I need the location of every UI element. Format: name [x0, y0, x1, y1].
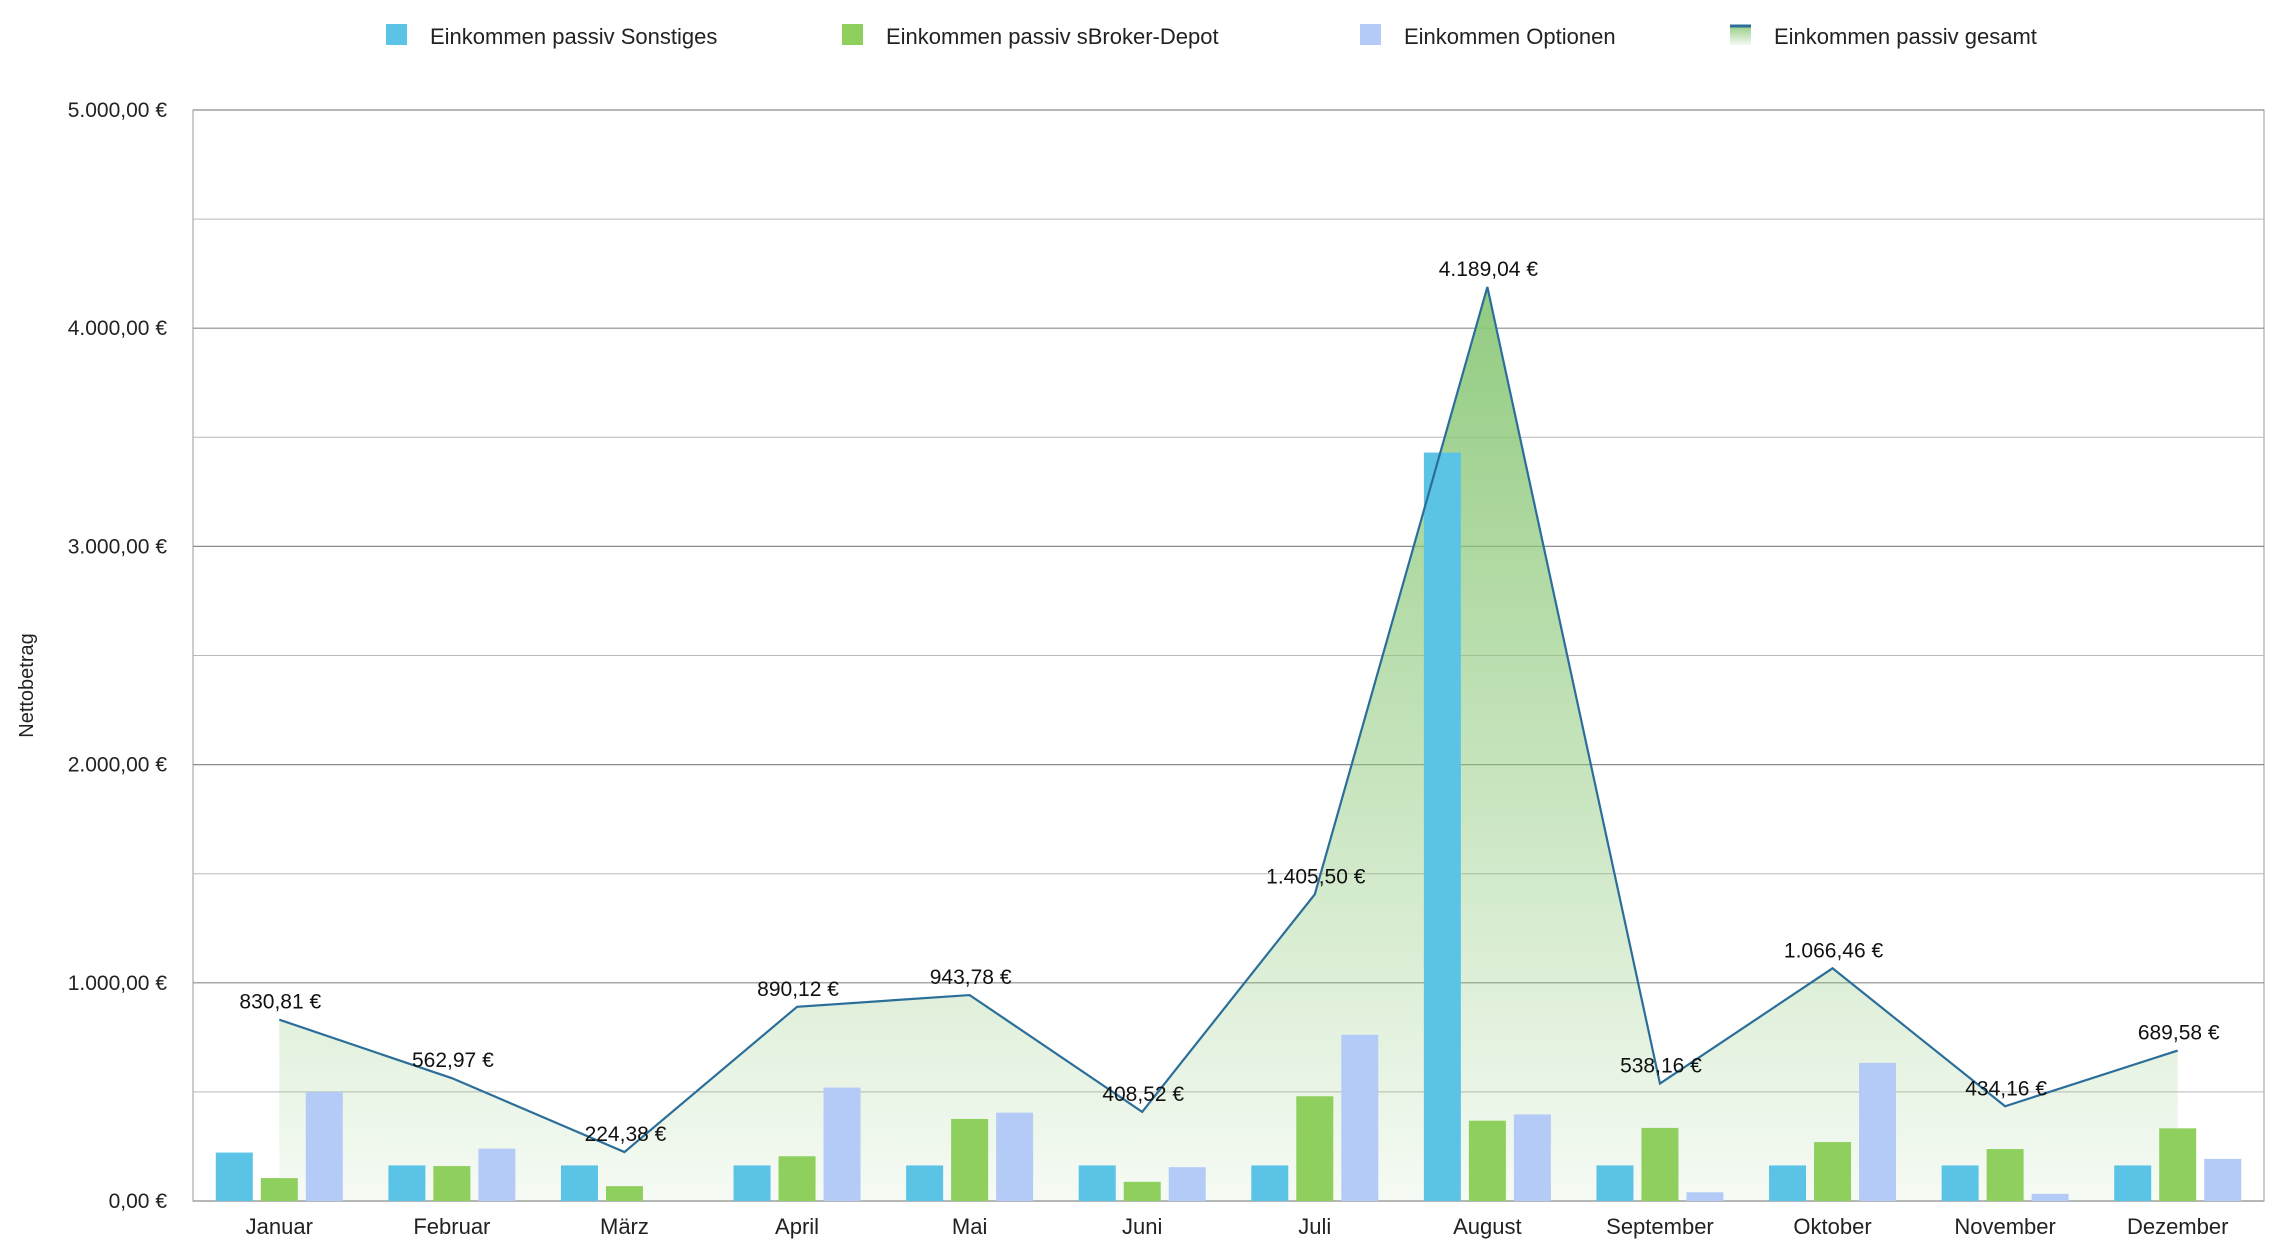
total-line-path: [278, 286, 2179, 1154]
x-category-label: Februar: [413, 1214, 490, 1239]
bars: [215, 452, 2242, 1202]
total-area-fill: [279, 286, 2178, 1201]
total-line: [278, 286, 2179, 1154]
x-category-label: Juni: [1122, 1214, 1162, 1239]
total-data-label: 1.066,46 €: [1784, 939, 1884, 962]
bar-einkommen-passiv-sonstiges: [2114, 1165, 2152, 1201]
total-data-label: 830,81 €: [239, 991, 321, 1014]
bar-einkommen-passiv-sonstiges: [1423, 452, 1461, 1202]
bar-einkommen-passiv-sonstiges: [1251, 1165, 1289, 1201]
bar-einkommen-passiv-sbroker-depot: [1814, 1142, 1852, 1201]
legend-swatch: [842, 24, 863, 45]
total-data-label: 1.405,50 €: [1266, 865, 1366, 888]
legend-swatch: [1360, 24, 1381, 45]
bar-einkommen-passiv-sonstiges: [1941, 1165, 1979, 1201]
bar-einkommen-passiv-sonstiges: [388, 1165, 426, 1201]
x-category-label: April: [775, 1214, 819, 1239]
bar-einkommen-optionen: [478, 1148, 516, 1201]
total-data-label: 4.189,04 €: [1439, 258, 1539, 281]
x-category-label: Mai: [952, 1214, 987, 1239]
x-category-label: März: [600, 1214, 649, 1239]
bar-einkommen-passiv-sonstiges: [1769, 1165, 1807, 1201]
bar-einkommen-passiv-sonstiges: [733, 1165, 771, 1201]
total-data-label: 890,12 €: [757, 978, 839, 1001]
y-tick-label: 2.000,00 €: [68, 754, 168, 777]
bar-einkommen-passiv-sbroker-depot: [1123, 1181, 1161, 1201]
legend-label: Einkommen passiv gesamt: [1774, 24, 2037, 49]
bar-einkommen-passiv-sbroker-depot: [951, 1118, 989, 1201]
legend-label: Einkommen passiv Sonstiges: [430, 24, 717, 49]
y-tick-label: 1.000,00 €: [68, 972, 168, 995]
total-data-label: 434,16 €: [1965, 1077, 2047, 1100]
total-data-label: 943,78 €: [930, 966, 1012, 989]
legend-label: Einkommen passiv sBroker-Depot: [886, 24, 1219, 49]
bar-einkommen-optionen: [1168, 1167, 1206, 1201]
total-area: [279, 286, 2178, 1201]
bar-einkommen-passiv-sbroker-depot: [433, 1166, 471, 1201]
x-category-label: Januar: [246, 1214, 313, 1239]
bar-einkommen-passiv-sonstiges: [906, 1165, 944, 1201]
x-category-label: November: [1954, 1214, 2055, 1239]
bar-einkommen-optionen: [305, 1091, 343, 1201]
x-category-label: Juli: [1298, 1214, 1331, 1239]
bar-einkommen-optionen: [2204, 1158, 2242, 1201]
axes: 0,00 € 1.000,00 € 2.000,00 € 3.000,00 € 4.00…: [16, 99, 2228, 1239]
bar-einkommen-passiv-sbroker-depot: [2159, 1128, 2197, 1201]
y-axis-title: Nettobetrag: [16, 633, 38, 738]
total-data-label: 538,16 €: [1620, 1055, 1702, 1078]
bar-einkommen-optionen: [1341, 1034, 1379, 1201]
bar-einkommen-passiv-sbroker-depot: [260, 1178, 298, 1201]
bar-einkommen-optionen: [996, 1112, 1034, 1201]
bar-einkommen-passiv-sbroker-depot: [778, 1156, 816, 1201]
bar-einkommen-passiv-sonstiges: [1596, 1165, 1634, 1201]
legend-swatch: [386, 24, 407, 45]
bar-einkommen-optionen: [2031, 1193, 2069, 1201]
bar-einkommen-passiv-sbroker-depot: [1296, 1096, 1334, 1201]
data-labels: 830,81 € 562,97 € 224,38 € 890,12 € 943,78 €…: [239, 258, 2219, 1146]
gridlines: [192, 109, 2265, 1202]
y-tick-label: 5.000,00 €: [68, 99, 168, 122]
total-data-label: 562,97 €: [412, 1049, 494, 1072]
bar-einkommen-optionen: [1859, 1062, 1897, 1201]
total-data-label: 689,58 €: [2138, 1022, 2220, 1045]
bar-einkommen-passiv-sonstiges: [1078, 1165, 1116, 1201]
bar-einkommen-passiv-sbroker-depot: [1641, 1127, 1679, 1201]
bar-einkommen-passiv-sbroker-depot: [605, 1186, 643, 1201]
legend-swatch: [1730, 26, 1751, 45]
y-tick-label: 4.000,00 €: [68, 317, 168, 340]
legend-label: Einkommen Optionen: [1404, 24, 1616, 49]
legend: Einkommen passiv Sonstiges Einkommen pass…: [386, 24, 2037, 49]
x-category-label: Dezember: [2127, 1214, 2228, 1239]
bar-einkommen-optionen: [823, 1087, 861, 1201]
bar-einkommen-passiv-sonstiges: [215, 1152, 253, 1201]
bar-einkommen-passiv-sonstiges: [560, 1165, 598, 1201]
bar-einkommen-optionen: [1686, 1192, 1724, 1201]
y-tick-label: 3.000,00 €: [68, 535, 168, 558]
x-category-label: Oktober: [1793, 1214, 1871, 1239]
y-tick-label: 0,00 €: [109, 1190, 168, 1213]
x-category-label: September: [1606, 1214, 1714, 1239]
bar-einkommen-optionen: [1513, 1114, 1551, 1201]
total-data-label: 224,38 €: [585, 1123, 667, 1146]
x-category-label: August: [1453, 1214, 1522, 1239]
bar-einkommen-passiv-sbroker-depot: [1468, 1120, 1506, 1201]
bar-einkommen-passiv-sbroker-depot: [1986, 1149, 2024, 1201]
total-data-label: 408,52 €: [1102, 1083, 1184, 1106]
